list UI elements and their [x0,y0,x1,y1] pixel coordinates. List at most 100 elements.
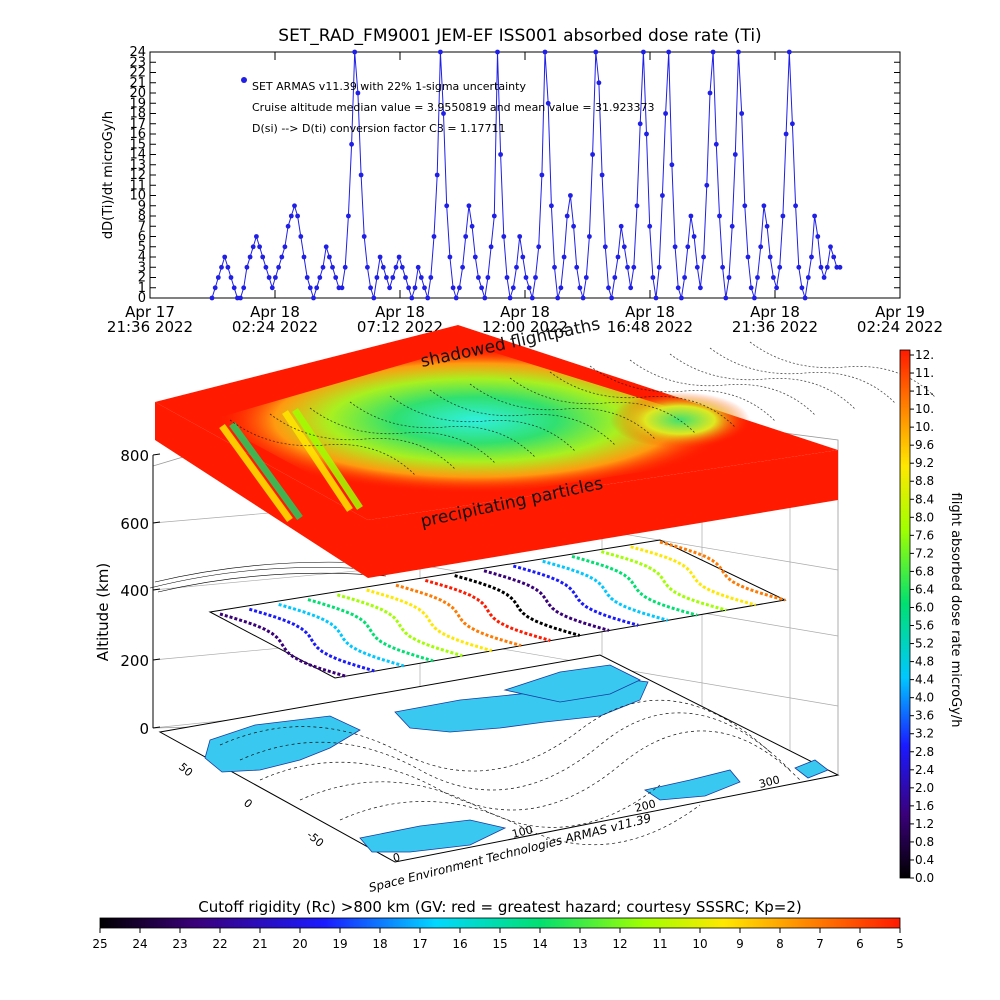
y-tick-label: 14 [129,148,146,163]
y-tick-label: 11 [129,178,146,193]
data-point [723,295,729,301]
y-tick-label: 12 [129,168,146,183]
lat-tick-0: 0 [241,796,255,810]
flightpath-track [659,540,786,602]
data-point [415,264,421,270]
y-tick-label: 21 [129,76,146,91]
slab-track [749,341,936,398]
data-point [713,141,719,147]
x-tick-date: Apr 17 [125,303,175,321]
colorbar-bottom-tick-label: 20 [292,937,307,951]
y-tick-label: 24 [129,45,146,60]
slab-top-center [210,345,800,512]
slab-track [709,347,896,404]
flightpath-track [630,545,757,607]
data-point [571,223,576,229]
colorbar-right-tick-label: 4.0 [915,691,934,705]
colorbar-bottom-tick-label: 11 [652,937,667,951]
data-point [333,275,339,280]
data-point [365,264,370,270]
colorbar-right-tick-label: 8.0 [915,510,934,524]
y-tick-label: 8 [138,209,146,224]
data-point [257,244,262,250]
flightpath-track [278,602,405,668]
colorbar-right-tick-label: 6.4 [915,582,934,596]
data-point [732,152,738,157]
data-point [304,275,310,280]
data-point [717,213,722,219]
data-point [368,285,373,291]
data-point [498,152,503,157]
data-point [561,254,567,260]
lon-tick-100: 100 [511,823,535,841]
data-point [285,223,291,229]
data-point [409,295,415,301]
colorbar-right-tick-label: 7.6 [915,528,934,542]
colorbar-bottom-ticks: 25 24 23 22 21 20 19 18 17 16 15 14 13 12 11 10 9 8 7 6 5 [92,928,904,951]
data-point [549,203,554,209]
colorbar-bottom-tick-label: 24 [132,937,147,951]
y-axis-label: dD(Ti)/dt microGy/h [101,111,116,239]
data-point [637,121,643,127]
data-point [495,49,500,55]
z-tick-mark [152,453,161,456]
data-point [447,254,453,260]
z-tick-label: 800 [120,447,149,465]
data-point [568,193,573,198]
data-point [831,254,837,260]
data-point [320,264,326,270]
data-point [752,295,757,301]
slab-track [589,365,776,422]
data-point [412,285,418,291]
data-point [828,244,833,250]
ground-flightpaths [219,699,801,846]
data-point [247,254,253,260]
slab-highlight-right [610,392,750,448]
data-point [615,254,621,260]
flightpath-track [248,607,375,673]
y-tick-label: 6 [138,230,146,245]
data-point [669,162,675,168]
colorbar-right-tick-label: 4.4 [915,673,934,687]
precipitating-slab: shadowed flightpaths precipitating parti… [155,314,936,578]
colorbar-right-tick-label: 9.2 [915,456,934,470]
colorbar-bottom-tick-label: 15 [492,937,507,951]
colorbar-bottom-tick-label: 14 [532,937,547,951]
data-point [466,203,472,209]
data-point [231,285,237,291]
data-point [523,275,529,280]
data-point [555,295,561,301]
slab-track [469,383,656,440]
data-point [656,264,662,270]
data-point [786,49,792,55]
data-point [824,264,830,270]
data-point [564,213,570,219]
flightpath-tracks [219,540,786,678]
colorbar-right-tick-label: 6.0 [915,600,934,614]
data-point [812,213,817,219]
data-point [587,234,592,239]
colorbar-bottom-tick-label: 7 [816,937,824,951]
data-point [463,234,469,239]
data-point [298,234,304,239]
flightpath-track [307,598,434,663]
y-tick-label: 0 [138,291,146,306]
flightpath-track [600,550,727,612]
data-point [352,49,358,55]
lat-tick-50: 50 [176,760,195,779]
data-point [809,254,814,260]
data-point [453,295,459,301]
x-tick-date: Apr 18 [375,303,425,321]
colorbar-right-tick-label: 8.4 [915,492,934,506]
data-point [517,234,523,239]
data-point [755,275,760,280]
colorbar-right-tick-label: 2.4 [915,763,934,777]
data-point [307,285,313,291]
data-point [488,244,494,250]
colorbar-right-tick-label: 3.6 [915,709,934,723]
z-axis-ticks: 0 200 400 600 800 [120,447,161,738]
data-point [653,295,659,301]
x-tick-time: 16:48 2022 [607,318,693,336]
annotation-conversion: D(si) --> D(ti) conversion factor C3 = 1… [252,122,506,135]
data-point [317,275,323,280]
